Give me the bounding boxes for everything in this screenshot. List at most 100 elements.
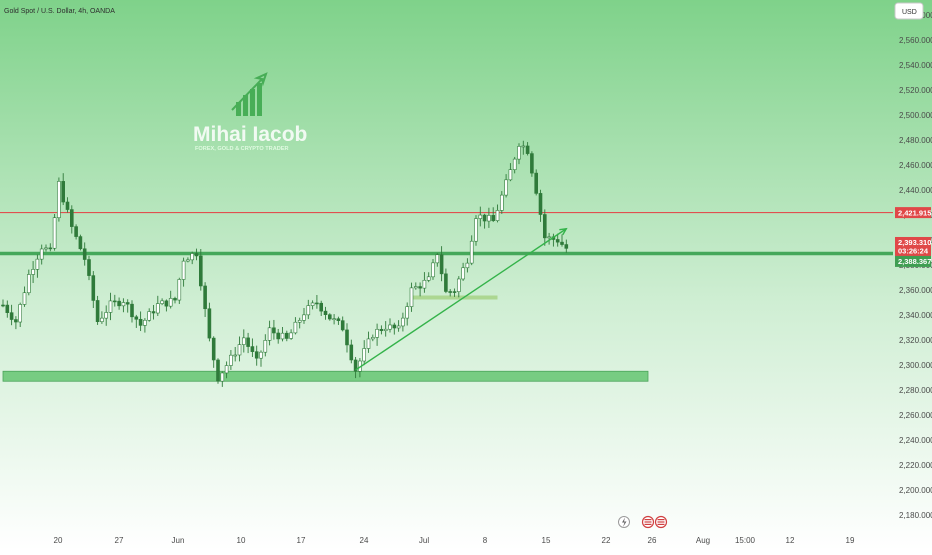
candle-body (250, 346, 255, 352)
price-tick-label: 2,440.000 (899, 186, 932, 195)
levels-layer (0, 212, 893, 256)
candle-body (534, 172, 539, 194)
currency-button[interactable]: USD (894, 2, 924, 20)
candle-body (482, 214, 487, 222)
price-tick-label: 2,360.000 (899, 286, 932, 295)
candle-body (259, 351, 263, 359)
candle-body (156, 303, 160, 314)
dividend-lightning-icon[interactable] (618, 516, 630, 528)
candle-body (444, 273, 448, 292)
price-tick-label: 2,300.000 (899, 361, 932, 370)
candle-body (138, 318, 143, 326)
candle-body (242, 337, 246, 345)
candle-body (254, 351, 259, 359)
candle-body (276, 332, 281, 340)
candle-body (426, 276, 431, 281)
candle-body (517, 146, 521, 160)
time-tick-label: 17 (297, 536, 306, 545)
candle-body (78, 236, 83, 250)
candle-body (370, 337, 375, 340)
support-price-badge: 2,388.367 (895, 255, 931, 267)
candle-body (409, 287, 414, 307)
candle-body (340, 320, 345, 331)
watermark-tagline: FOREX, GOLD & CRYPTO TRADER (195, 146, 289, 152)
time-tick-label: 26 (648, 536, 657, 545)
price-tick-label: 2,480.000 (899, 136, 932, 145)
candle-body (336, 318, 341, 321)
trend-arrow-head (559, 227, 568, 236)
candle-body (456, 278, 461, 292)
candle-body (211, 337, 216, 361)
event-markers[interactable] (618, 515, 668, 529)
time-axis[interactable]: 20 27 Jun 10 17 24 Jul 8 15 22 26 Aug 15:00 12 19 (54, 536, 855, 545)
candle-body (246, 337, 250, 347)
candle-body (173, 298, 177, 301)
candle-body (181, 260, 186, 280)
candle-body (48, 247, 53, 250)
candle-body (117, 300, 121, 307)
candle-body (95, 300, 100, 322)
candle-body (396, 325, 401, 329)
last-price-badge: 2,393.310 03:26:24 (895, 236, 931, 256)
uptrend-line (355, 228, 567, 371)
candle-body (375, 328, 379, 338)
candle-body (272, 327, 276, 334)
resistance-price-label: 2,421.915 (898, 208, 931, 217)
last-price-label: 2,393.310 (898, 238, 931, 247)
candle-body (530, 153, 534, 174)
time-tick-label: 27 (115, 536, 124, 545)
candle-body (9, 312, 14, 320)
candle-body (143, 319, 147, 326)
candle-body (65, 201, 70, 210)
candle-body (465, 262, 470, 269)
candle-body (267, 327, 272, 341)
candle-body (74, 226, 78, 237)
candle-body (70, 209, 74, 227)
candle-body (233, 354, 237, 357)
candle-body (525, 145, 530, 154)
candle-body (207, 308, 212, 339)
minor-zone (411, 295, 498, 300)
symbol-title: Gold Spot / U.S. Dollar, 4h, OANDA (4, 8, 115, 15)
support-price-label: 2,388.367 (898, 257, 931, 266)
time-tick-label: 24 (360, 536, 369, 545)
us-economic-event-icon[interactable] (641, 515, 655, 529)
bar-countdown-label: 03:26:24 (898, 247, 929, 256)
candle-body (18, 304, 23, 323)
time-tick-label: Jun (172, 536, 185, 545)
price-tick-label: 2,260.000 (899, 411, 932, 420)
zones-layer (2, 295, 649, 382)
candle-body (61, 181, 66, 203)
time-tick-label: 20 (54, 536, 63, 545)
currency-button-label: USD (902, 9, 917, 16)
candle-body (177, 279, 182, 301)
candle-body (306, 305, 311, 316)
candle-body (495, 210, 500, 221)
candle-body (366, 338, 371, 349)
price-tick-label: 2,500.000 (899, 111, 932, 120)
price-tick-label: 2,200.000 (899, 486, 932, 495)
us-economic-event-icon-2[interactable] (654, 515, 668, 529)
candle-body (555, 239, 560, 243)
candle-body (491, 215, 496, 221)
price-tick-label: 2,320.000 (899, 336, 932, 345)
candle-body (186, 259, 190, 262)
candle-body (383, 328, 388, 332)
candle-body (125, 302, 130, 305)
candle-body (353, 359, 358, 372)
price-tick-label: 2,520.000 (899, 86, 932, 95)
candle-body (297, 320, 302, 323)
candle-body (564, 244, 569, 249)
candle-body (362, 348, 367, 362)
candle-body (289, 332, 293, 339)
candle-body (39, 248, 44, 260)
candle-body (418, 286, 422, 289)
price-tick-label: 2,540.000 (899, 61, 932, 70)
candle-body (379, 328, 384, 332)
candle-body (302, 314, 306, 321)
candle-body (512, 158, 517, 170)
candle-body (160, 300, 164, 304)
